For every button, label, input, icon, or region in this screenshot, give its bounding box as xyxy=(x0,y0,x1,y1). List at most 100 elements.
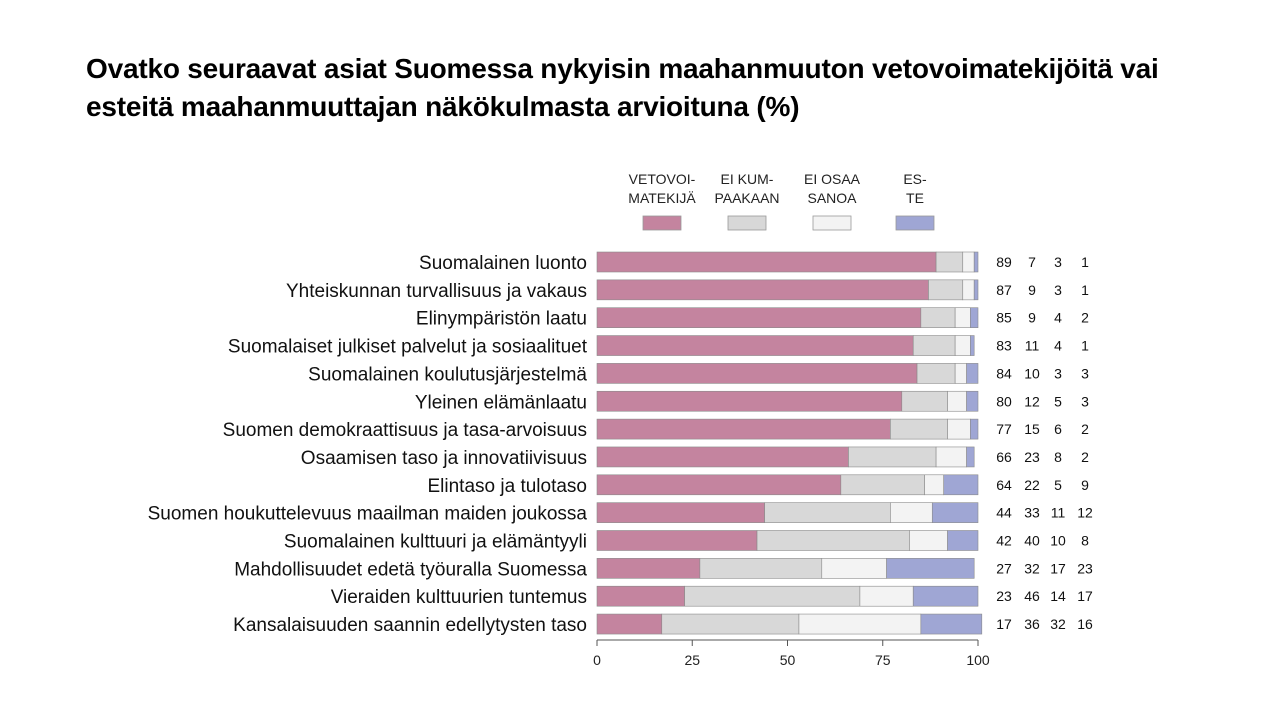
value-label: 10 xyxy=(1050,533,1066,549)
value-label: 2 xyxy=(1081,421,1089,437)
bar-segment xyxy=(596,335,914,356)
category-label: Elinympäristön laatu xyxy=(416,309,587,330)
bar-segment xyxy=(962,251,975,273)
category-label: Suomalainen koulutusjärjestelmä xyxy=(308,364,587,385)
value-label: 46 xyxy=(1024,588,1040,604)
bar-segment xyxy=(596,251,937,273)
value-label: 12 xyxy=(1077,505,1093,521)
category-label: Suomalainen luonto xyxy=(419,253,587,274)
value-label: 23 xyxy=(996,588,1012,604)
value-label: 32 xyxy=(1024,560,1040,576)
bar-segment xyxy=(890,502,933,523)
value-label: 17 xyxy=(1050,560,1066,576)
x-tick-label: 0 xyxy=(593,652,601,668)
bar-segment xyxy=(661,613,800,635)
value-label: 85 xyxy=(996,310,1012,326)
value-label: 1 xyxy=(1081,282,1089,298)
bar-segment xyxy=(596,418,891,440)
bar-segment xyxy=(596,363,918,384)
value-label: 66 xyxy=(996,449,1012,465)
bar-segment xyxy=(596,474,842,496)
value-label: 40 xyxy=(1024,533,1040,549)
bar-segment xyxy=(596,613,663,635)
value-label: 87 xyxy=(996,282,1012,298)
value-label: 16 xyxy=(1077,616,1093,632)
bar-segment xyxy=(954,307,971,329)
bar-segment xyxy=(954,335,971,356)
legend-label: ES- xyxy=(903,171,927,187)
bar-segment xyxy=(840,474,925,496)
bar-segment xyxy=(756,530,910,551)
value-label: 44 xyxy=(996,505,1012,521)
category-label: Suomalaiset julkiset palvelut ja sosiaal… xyxy=(228,337,588,358)
legend-swatch xyxy=(812,215,852,231)
category-label: Yhteiskunnan turvallisuus ja vakaus xyxy=(286,281,587,302)
value-label: 11 xyxy=(1051,505,1066,521)
bar-segment xyxy=(920,613,983,635)
value-label: 36 xyxy=(1024,616,1040,632)
value-label: 2 xyxy=(1081,310,1089,326)
bar-segment xyxy=(928,279,964,301)
value-label: 3 xyxy=(1081,365,1089,381)
value-label: 4 xyxy=(1054,310,1062,326)
bar-segment xyxy=(954,363,967,384)
bar-segment xyxy=(947,418,971,440)
value-label: 15 xyxy=(1024,421,1040,437)
category-label: Suomalainen kulttuuri ja elämäntyyli xyxy=(284,532,587,553)
category-label: Vieraiden kulttuurien tuntemus xyxy=(331,587,587,608)
value-labels: 89 7 3 187 9 3 185 9 4 283 11 4 184 10 3 380 12 5 377 15 6 26… xyxy=(996,254,1093,632)
value-label: 3 xyxy=(1054,365,1062,381)
value-label: 10 xyxy=(1024,365,1040,381)
legend-swatch xyxy=(895,215,935,231)
bar-segment xyxy=(912,335,956,356)
value-label: 11 xyxy=(1025,338,1040,354)
bar-segment xyxy=(909,530,948,551)
bar-segment xyxy=(596,530,758,551)
bars xyxy=(596,251,983,635)
bar-segment xyxy=(596,558,701,579)
legend-label: PAAKAAN xyxy=(714,190,779,206)
x-tick-label: 25 xyxy=(684,652,700,668)
bar-segment xyxy=(966,363,979,384)
value-label: 3 xyxy=(1054,254,1062,270)
slide-title: Ovatko seuraavat asiat Suomessa nykyisin… xyxy=(86,53,1159,122)
value-label: 5 xyxy=(1054,393,1062,409)
category-label: Elintaso ja tulotaso xyxy=(428,476,588,497)
bar-segment xyxy=(973,251,979,273)
bar-segment xyxy=(973,279,979,301)
legend-label: EI OSAA xyxy=(804,171,861,187)
x-axis: 0 25 50 75 100 xyxy=(593,639,990,668)
bar-segment xyxy=(901,390,948,412)
legend-swatch xyxy=(642,215,682,231)
category-label: Mahdollisuudet edetä työuralla Suomessa xyxy=(234,559,587,580)
bar-segment xyxy=(798,613,922,635)
legend-swatch xyxy=(727,215,767,231)
bar-segment xyxy=(596,307,922,329)
bar-segment xyxy=(859,585,914,607)
category-label: Kansalaisuuden saannin edellytysten taso xyxy=(233,615,587,636)
value-label: 8 xyxy=(1081,533,1089,549)
bar-segment xyxy=(970,307,979,329)
legend-label: VETOVOI- xyxy=(629,171,696,187)
bar-segment xyxy=(970,418,979,440)
value-label: 27 xyxy=(996,560,1012,576)
value-label: 32 xyxy=(1050,616,1066,632)
legend-label: EI KUM- xyxy=(721,171,774,187)
bar-segment xyxy=(848,446,937,468)
chart-legend: VETOVOI- MATEKIJÄ EI KUM- PAAKAAN EI OSAA SAN… xyxy=(628,171,935,231)
x-tick-label: 100 xyxy=(966,652,990,668)
value-label: 7 xyxy=(1028,254,1036,270)
bar-segment xyxy=(943,474,979,496)
legend-label: TE xyxy=(906,190,924,206)
value-label: 83 xyxy=(996,338,1012,354)
value-label: 4 xyxy=(1054,338,1062,354)
value-label: 42 xyxy=(996,533,1012,549)
value-label: 5 xyxy=(1054,477,1062,493)
value-label: 8 xyxy=(1054,449,1062,465)
category-label: Osaamisen taso ja innovatiivisuus xyxy=(301,448,587,469)
bar-segment xyxy=(966,446,975,468)
bar-segment xyxy=(931,502,979,523)
bar-segment xyxy=(699,558,823,579)
bar-segment xyxy=(596,279,929,301)
legend-label: MATEKIJÄ xyxy=(628,190,696,206)
